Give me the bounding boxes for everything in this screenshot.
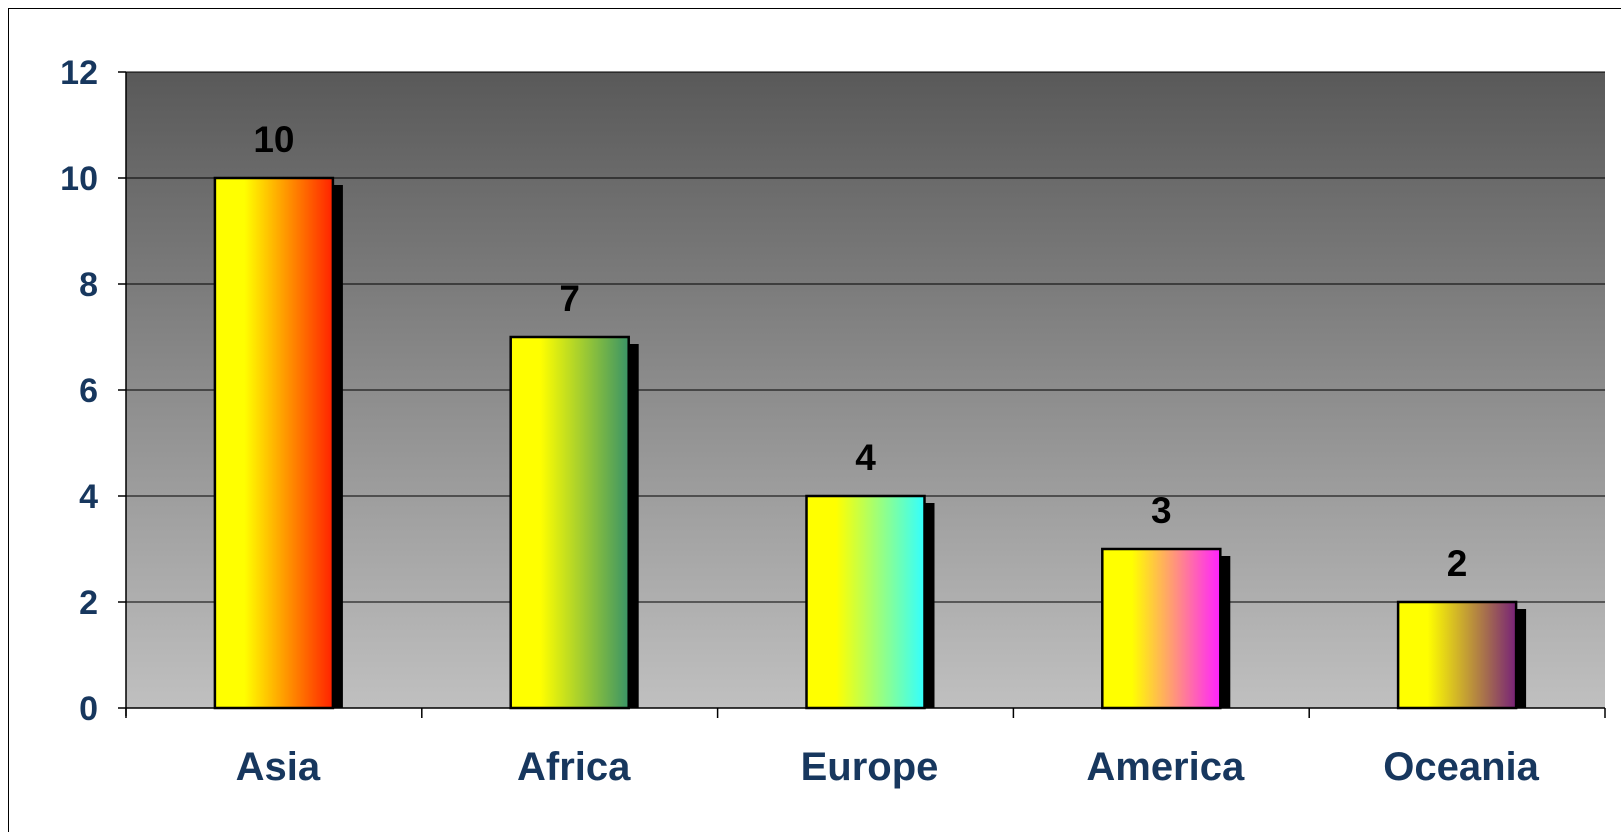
- y-tick-label: 4: [79, 478, 98, 516]
- bar-africa: [509, 335, 630, 710]
- data-label: 7: [559, 278, 580, 319]
- x-tick-label: Europe: [801, 745, 939, 789]
- y-tick-label: 12: [60, 54, 98, 92]
- y-tick-label: 10: [60, 160, 98, 198]
- bar-america: [1101, 547, 1222, 710]
- chart-frame: [8, 8, 1621, 832]
- bars: [213, 176, 1527, 710]
- y-tick-label: 6: [79, 372, 98, 410]
- labels: 0 2 4 6 8 10 12 10 Asia 7 Africa 4 Europe 3 America 2 Oc…: [60, 54, 1539, 789]
- data-label: 10: [253, 119, 294, 160]
- bar-oceania: [1396, 600, 1518, 710]
- y-tick-label: 0: [79, 690, 98, 728]
- bar-asia: [213, 176, 335, 710]
- y-tick-label: 8: [79, 266, 98, 304]
- data-label: 4: [855, 437, 876, 478]
- data-label: 2: [1447, 543, 1468, 584]
- x-tick-label: Africa: [517, 745, 631, 789]
- x-tick-label: America: [1086, 745, 1245, 789]
- x-tick-label: Asia: [236, 745, 321, 789]
- x-tick-label: Oceania: [1383, 745, 1539, 789]
- data-label: 3: [1151, 490, 1172, 531]
- y-tick-label: 2: [79, 584, 98, 622]
- bar-europe: [805, 494, 926, 710]
